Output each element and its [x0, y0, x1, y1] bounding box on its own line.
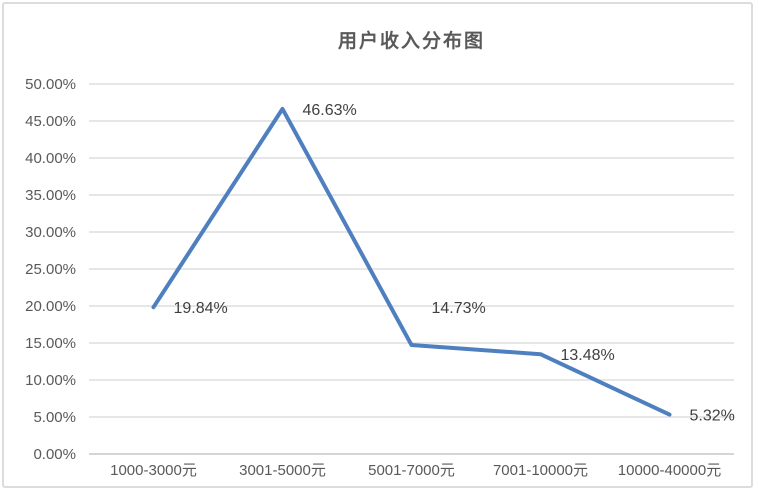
data-label: 5.32%: [690, 408, 735, 425]
data-label: 19.84%: [174, 300, 228, 317]
chart-title: 用户收入分布图: [337, 31, 485, 52]
y-tick-label: 40.00%: [25, 150, 76, 167]
y-tick-label: 50.00%: [25, 76, 76, 93]
data-labels: 19.84% 46.63% 14.73% 13.48% 5.32%: [174, 102, 735, 425]
chart-frame: 用户收入分布图 0.00% 5.00% 10.00% 15.00% 20.00% 25.0…: [2, 2, 753, 488]
x-tick-label: 3001-5000元: [239, 462, 326, 479]
y-tick-label: 0.00%: [33, 446, 76, 463]
data-series-line: [151, 106, 672, 417]
y-tick-label: 15.00%: [25, 335, 76, 352]
line-chart-plot: 0.00% 5.00% 10.00% 15.00% 20.00% 25.00% 30.00%…: [25, 76, 735, 479]
y-tick-label: 5.00%: [33, 409, 76, 426]
y-tick-label: 25.00%: [25, 261, 76, 278]
y-tick-label: 35.00%: [25, 187, 76, 204]
y-tick-label: 20.00%: [25, 298, 76, 315]
x-tick-label: 10000-40000元: [618, 462, 721, 479]
y-axis-tick-labels: 0.00% 5.00% 10.00% 15.00% 20.00% 25.00% 30.00%…: [25, 76, 76, 463]
x-tick-label: 7001-10000元: [493, 462, 588, 479]
y-tick-label: 30.00%: [25, 224, 76, 241]
y-tick-label: 10.00%: [25, 372, 76, 389]
data-label: 13.48%: [561, 347, 615, 364]
x-axis-tick-labels: 1000-3000元 3001-5000元 5001-7000元 7001-10000…: [110, 462, 721, 479]
data-label: 14.73%: [432, 300, 486, 317]
x-tick-label: 5001-7000元: [368, 462, 455, 479]
data-label: 46.63%: [303, 102, 357, 119]
x-tick-label: 1000-3000元: [110, 462, 197, 479]
y-tick-label: 45.00%: [25, 113, 76, 130]
